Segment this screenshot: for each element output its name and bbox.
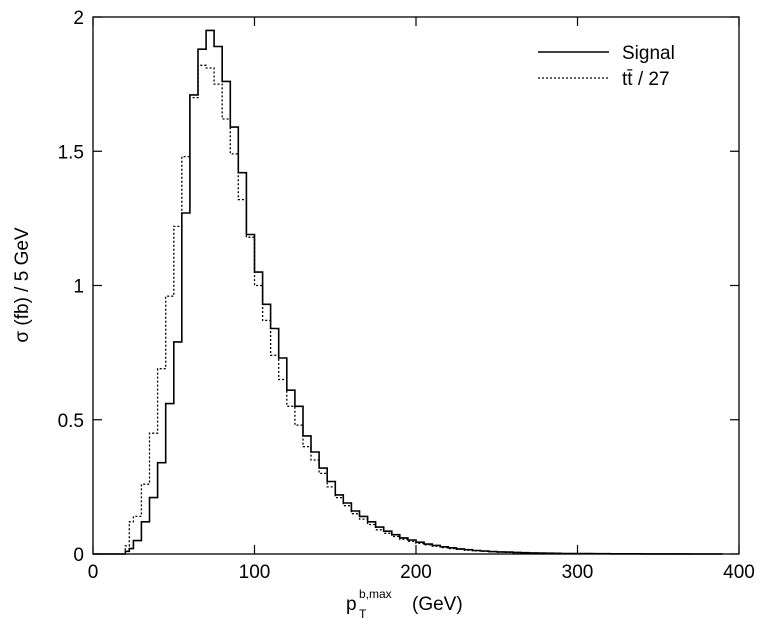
svg-text:(GeV): (GeV): [412, 594, 463, 615]
series-layer: [93, 29, 723, 555]
x-tick-label: 200: [400, 562, 432, 583]
x-tick-label: 300: [562, 562, 594, 583]
legend-label-signal: Signal: [622, 43, 675, 64]
svg-text:p: p: [346, 594, 357, 615]
y-axis-title: σ (fb) / 5 GeV: [12, 227, 33, 343]
x-tick-label: 0: [88, 562, 99, 583]
x-axis-title: p T b,max (GeV): [346, 587, 463, 620]
y-tick-label: 2: [73, 8, 84, 29]
svg-text:T: T: [359, 607, 367, 620]
y-tick-label: 1: [73, 277, 84, 298]
axis-ticks: 0 100 200 300 400 0 0.5 1 1.5 2: [58, 8, 755, 583]
y-tick-label: 1.5: [58, 142, 84, 163]
x-axis-title-units: (GeV): [412, 594, 463, 615]
y-tick-label: 0: [73, 545, 84, 566]
x-tick-label: 100: [239, 562, 271, 583]
x-axis-title-subscript: T: [359, 607, 367, 620]
y-tick-label: 0.5: [58, 411, 84, 432]
series-line-signal: [93, 29, 723, 555]
legend: Signal tt̄ / 27: [538, 43, 675, 90]
series-line-ttbar: [93, 64, 723, 555]
svg-text:b,max: b,max: [359, 587, 392, 601]
x-axis-title-main: p: [346, 594, 357, 615]
x-tick-label: 400: [723, 562, 755, 583]
x-axis-title-superscript: b,max: [359, 587, 392, 601]
legend-label-ttbar: tt̄ / 27: [622, 69, 670, 90]
